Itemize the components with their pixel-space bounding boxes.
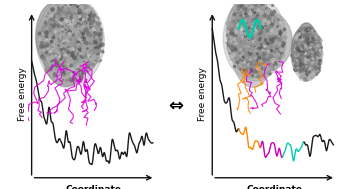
Ellipse shape [296, 29, 318, 80]
Ellipse shape [42, 10, 90, 87]
Y-axis label: Free energy: Free energy [18, 67, 27, 122]
Ellipse shape [298, 34, 314, 70]
Ellipse shape [231, 6, 277, 74]
Ellipse shape [233, 7, 279, 76]
Ellipse shape [37, 13, 99, 69]
Ellipse shape [40, 11, 95, 74]
Ellipse shape [295, 23, 318, 74]
Ellipse shape [292, 36, 316, 71]
Text: ⇔: ⇔ [168, 97, 184, 115]
Ellipse shape [291, 26, 323, 81]
Ellipse shape [232, 1, 272, 78]
Ellipse shape [297, 41, 314, 69]
Ellipse shape [223, 0, 286, 81]
Ellipse shape [47, 15, 93, 70]
Ellipse shape [295, 37, 311, 73]
Ellipse shape [45, 7, 101, 76]
Ellipse shape [227, 0, 271, 66]
Ellipse shape [227, 23, 285, 70]
Ellipse shape [242, 6, 274, 72]
Ellipse shape [66, 4, 101, 74]
X-axis label: Coordinate: Coordinate [246, 185, 302, 189]
Ellipse shape [233, 10, 292, 72]
Ellipse shape [44, 13, 100, 58]
Ellipse shape [36, 0, 104, 86]
Ellipse shape [293, 28, 319, 77]
Ellipse shape [36, 1, 78, 71]
Ellipse shape [298, 34, 318, 80]
Ellipse shape [46, 26, 97, 78]
Ellipse shape [292, 27, 316, 70]
Y-axis label: Free energy: Free energy [198, 67, 207, 122]
Ellipse shape [238, 18, 278, 77]
Ellipse shape [236, 8, 281, 58]
Ellipse shape [292, 37, 312, 67]
Ellipse shape [292, 44, 314, 73]
Ellipse shape [299, 35, 315, 75]
Ellipse shape [41, 12, 103, 60]
Ellipse shape [231, 0, 274, 64]
Ellipse shape [38, 21, 89, 71]
Ellipse shape [232, 13, 274, 87]
X-axis label: Coordinate: Coordinate [65, 185, 121, 189]
Ellipse shape [48, 12, 88, 64]
Ellipse shape [233, 5, 273, 70]
